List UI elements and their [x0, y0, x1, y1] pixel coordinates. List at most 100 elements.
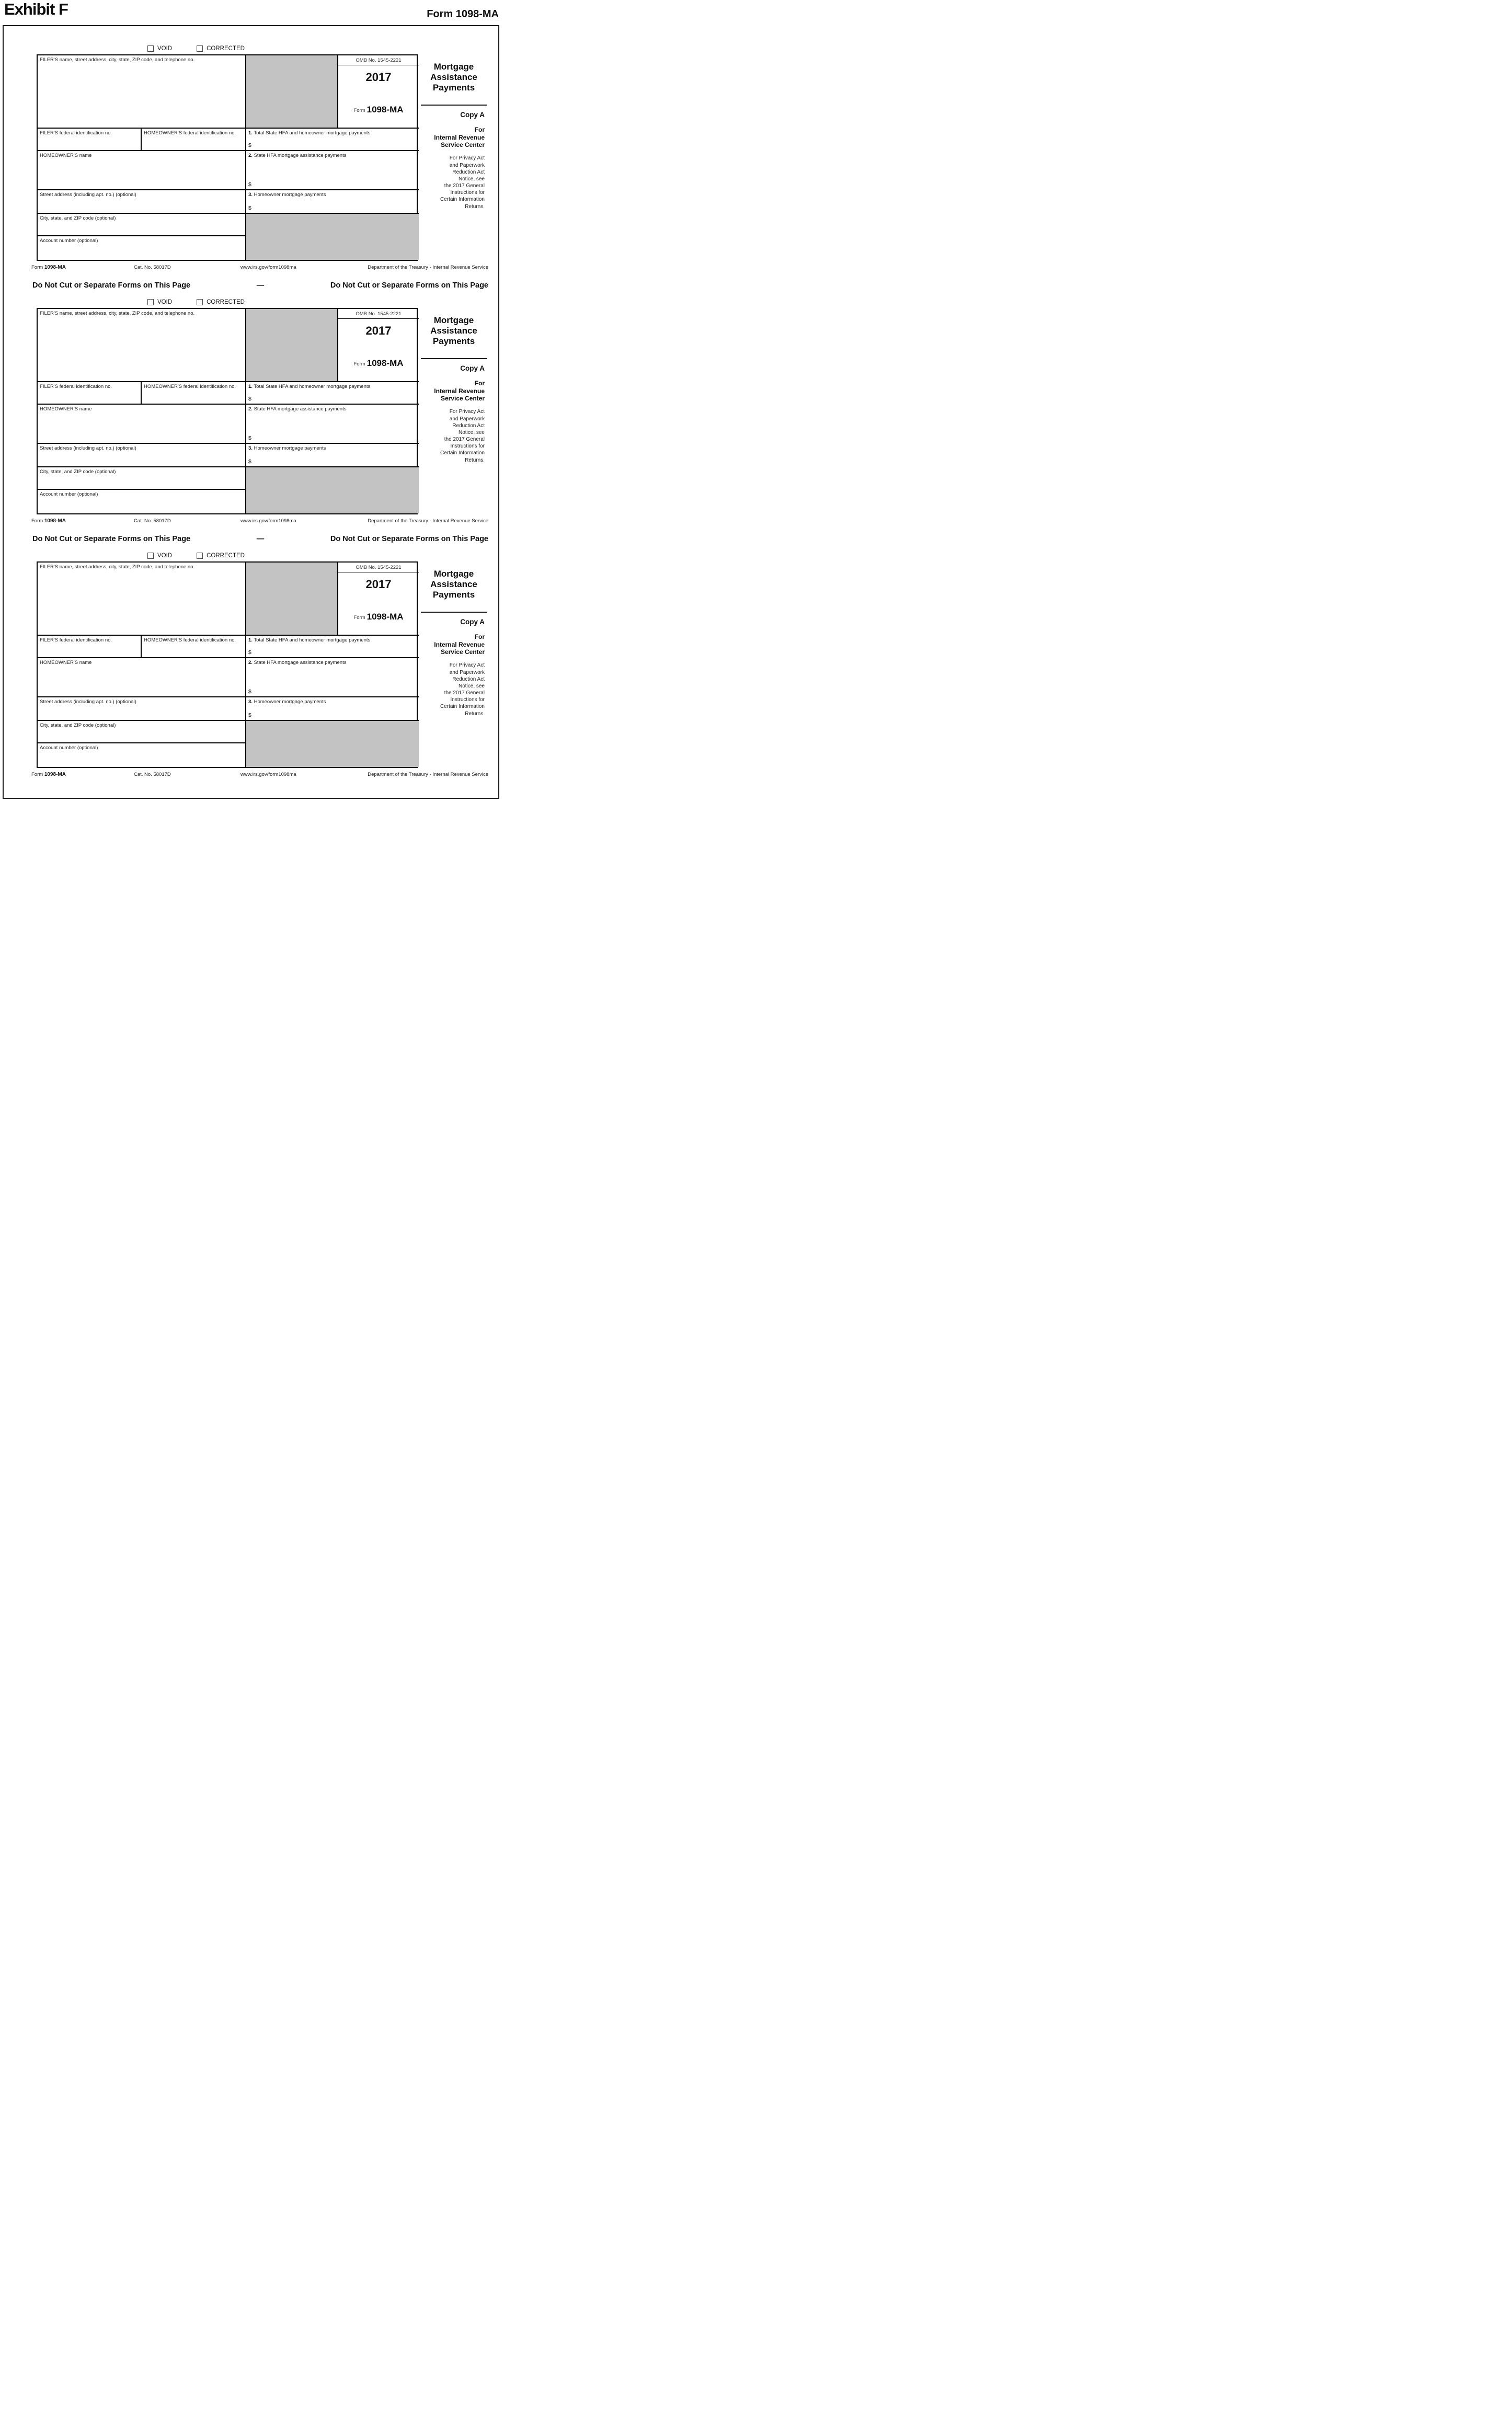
corrected-label: CORRECTED	[207, 552, 245, 559]
box3-label-text: Homeowner mortgage payments	[254, 699, 326, 705]
homeowner-name-field[interactable]: HOMEOWNER'S name	[38, 405, 246, 444]
form-grid: FILER'S name, street address, city, stat…	[37, 561, 419, 768]
box1-number: 1.	[248, 637, 253, 643]
filer-name-field[interactable]: FILER'S name, street address, city, stat…	[38, 563, 246, 636]
box2-label-text: State HFA mortgage assistance payments	[254, 153, 347, 158]
box1-total-state-hfa-field[interactable]: 1. Total State HFA and homeowner mortgag…	[246, 129, 419, 151]
privacy-act-notice: For Privacy Act and Paperwork Reduction …	[440, 155, 485, 210]
footer-form-number: 1098-MA	[44, 518, 66, 524]
box1-total-state-hfa-field[interactable]: 1. Total State HFA and homeowner mortgag…	[246, 382, 419, 405]
sheet-content: VOID CORRECTED FILER'S name, street addr…	[4, 26, 498, 778]
tax-year: 2017	[365, 71, 392, 84]
void-checkbox[interactable]	[147, 552, 154, 559]
box3-dollar-sign: $	[248, 458, 251, 465]
homeowner-federal-id-field[interactable]: HOMEOWNER'S federal identification no.	[142, 636, 246, 658]
box1-number: 1.	[248, 130, 253, 136]
do-not-cut-right: Do Not Cut or Separate Forms on This Pag…	[330, 281, 488, 290]
city-state-zip-label: City, state, and ZIP code (optional)	[40, 215, 116, 221]
form-right-column: Mortgage Assistance Payments Copy A For …	[418, 54, 488, 261]
account-number-label: Account number (optional)	[40, 491, 98, 497]
filer-federal-id-field[interactable]: FILER'S federal identification no.	[38, 129, 142, 151]
void-checkbox[interactable]	[147, 45, 154, 52]
footer-form-id: Form 1098-MA	[31, 772, 66, 777]
separator-dash: —	[256, 281, 265, 290]
filer-name-field[interactable]: FILER'S name, street address, city, stat…	[38, 309, 246, 382]
form-body: FILER'S name, street address, city, stat…	[37, 308, 488, 514]
void-label: VOID	[157, 45, 173, 52]
box2-label: 2. State HFA mortgage assistance payment…	[248, 406, 417, 412]
city-state-zip-field[interactable]: City, state, and ZIP code (optional)	[38, 721, 246, 743]
void-label: VOID	[157, 552, 173, 559]
shaded-area-top	[246, 563, 338, 636]
filer-federal-id-field[interactable]: FILER'S federal identification no.	[38, 636, 142, 658]
box1-label: 1. Total State HFA and homeowner mortgag…	[248, 637, 417, 644]
box3-label-text: Homeowner mortgage payments	[254, 192, 326, 198]
box3-homeowner-mortgage-field[interactable]: 3. Homeowner mortgage payments $	[246, 444, 419, 467]
department-treasury-line: Department of the Treasury - Internal Re…	[368, 265, 488, 270]
account-number-field[interactable]: Account number (optional)	[38, 490, 246, 513]
form-1098ma-copy: VOID CORRECTED FILER'S name, street addr…	[31, 551, 488, 778]
box2-state-hfa-assistance-field[interactable]: 2. State HFA mortgage assistance payment…	[246, 151, 419, 190]
homeowner-federal-id-field[interactable]: HOMEOWNER'S federal identification no.	[142, 382, 246, 405]
form-sheet-frame: VOID CORRECTED FILER'S name, street addr…	[3, 25, 499, 799]
filer-federal-id-label: FILER'S federal identification no.	[40, 637, 112, 643]
title-divider	[421, 612, 487, 613]
account-number-field[interactable]: Account number (optional)	[38, 236, 246, 260]
form-1098ma-copy: VOID CORRECTED FILER'S name, street addr…	[31, 44, 488, 271]
filer-federal-id-field[interactable]: FILER'S federal identification no.	[38, 382, 142, 405]
city-state-zip-field[interactable]: City, state, and ZIP code (optional)	[38, 467, 246, 490]
corrected-checkbox[interactable]	[197, 552, 203, 559]
homeowner-federal-id-field[interactable]: HOMEOWNER'S federal identification no.	[142, 129, 246, 151]
homeowner-name-field[interactable]: HOMEOWNER'S name	[38, 658, 246, 697]
homeowner-name-label: HOMEOWNER'S name	[40, 660, 92, 666]
form-footer: Form 1098-MA Cat. No. 58017D www.irs.gov…	[31, 772, 491, 778]
form-number-block: Form 1098-MA	[338, 338, 419, 381]
copy-a-label: Copy A	[460, 618, 485, 626]
irs-url: www.irs.gov/form1098ma	[240, 265, 296, 270]
form-right-column: Mortgage Assistance Payments Copy A For …	[418, 308, 488, 514]
street-address-field[interactable]: Street address (including apt. no.) (opt…	[38, 190, 246, 214]
city-state-zip-field[interactable]: City, state, and ZIP code (optional)	[38, 214, 246, 236]
exhibit-title: Exhibit F	[4, 0, 68, 18]
irs-url: www.irs.gov/form1098ma	[240, 772, 296, 777]
corrected-checkbox[interactable]	[197, 299, 203, 305]
omb-column: OMB No. 1545-2221 2017 Form 1098-MA	[338, 55, 419, 129]
catalog-number: Cat. No. 58017D	[134, 518, 171, 524]
box1-number: 1.	[248, 384, 253, 389]
account-number-field[interactable]: Account number (optional)	[38, 743, 246, 767]
form-right-column: Mortgage Assistance Payments Copy A For …	[418, 561, 488, 768]
homeowner-federal-id-label: HOMEOWNER'S federal identification no.	[144, 384, 236, 389]
box1-total-state-hfa-field[interactable]: 1. Total State HFA and homeowner mortgag…	[246, 636, 419, 658]
homeowner-federal-id-label: HOMEOWNER'S federal identification no.	[144, 130, 236, 136]
shaded-area-top	[246, 55, 338, 129]
form-title: Mortgage Assistance Payments	[430, 62, 477, 93]
homeowner-name-field[interactable]: HOMEOWNER'S name	[38, 151, 246, 190]
footer-form-word: Form	[31, 518, 43, 524]
street-address-field[interactable]: Street address (including apt. no.) (opt…	[38, 444, 246, 467]
footer-form-number: 1098-MA	[44, 265, 66, 270]
box3-homeowner-mortgage-field[interactable]: 3. Homeowner mortgage payments $	[246, 190, 419, 214]
omb-number: OMB No. 1545-2221	[338, 55, 419, 65]
filer-name-field[interactable]: FILER'S name, street address, city, stat…	[38, 55, 246, 129]
void-label: VOID	[157, 299, 173, 305]
omb-number: OMB No. 1545-2221	[338, 563, 419, 572]
void-corrected-row: VOID CORRECTED	[147, 44, 488, 53]
box3-homeowner-mortgage-field[interactable]: 3. Homeowner mortgage payments $	[246, 697, 419, 721]
box3-label: 3. Homeowner mortgage payments	[248, 192, 417, 198]
homeowner-name-label: HOMEOWNER'S name	[40, 406, 92, 412]
homeowner-name-label: HOMEOWNER'S name	[40, 153, 92, 158]
filer-federal-id-label: FILER'S federal identification no.	[40, 384, 112, 389]
void-corrected-row: VOID CORRECTED	[147, 551, 488, 560]
box2-state-hfa-assistance-field[interactable]: 2. State HFA mortgage assistance payment…	[246, 405, 419, 444]
box2-state-hfa-assistance-field[interactable]: 2. State HFA mortgage assistance payment…	[246, 658, 419, 697]
form-title: Mortgage Assistance Payments	[430, 315, 477, 347]
catalog-number: Cat. No. 58017D	[134, 265, 171, 270]
box3-number: 3.	[248, 192, 253, 198]
filer-name-label: FILER'S name, street address, city, stat…	[40, 564, 195, 570]
account-number-label: Account number (optional)	[40, 745, 98, 751]
void-checkbox[interactable]	[147, 299, 154, 305]
corrected-checkbox[interactable]	[197, 45, 203, 52]
street-address-field[interactable]: Street address (including apt. no.) (opt…	[38, 697, 246, 721]
filer-name-label: FILER'S name, street address, city, stat…	[40, 311, 195, 316]
corrected-label: CORRECTED	[207, 45, 245, 52]
